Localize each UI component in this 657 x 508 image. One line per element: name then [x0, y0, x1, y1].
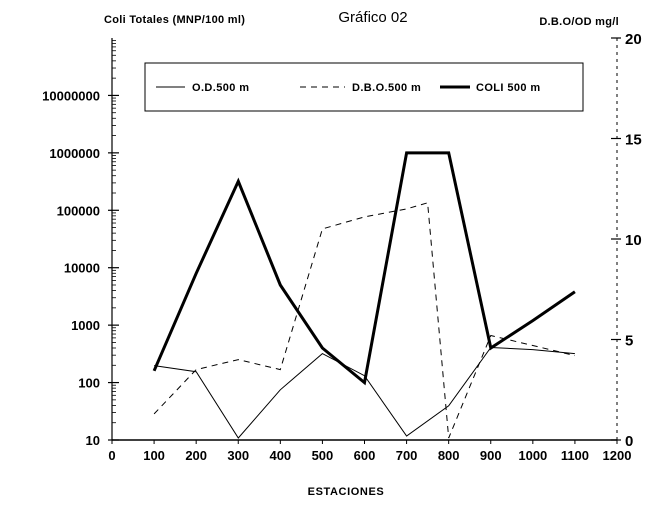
left-tick-label: 10000000	[42, 88, 100, 103]
series-line-od	[154, 348, 575, 439]
right-tick-label: 0	[625, 433, 633, 450]
legend: O.D.500 m D.B.O.500 m COLI 500 m	[145, 63, 583, 111]
x-tick-label: 1200	[603, 448, 632, 463]
right-tick-label: 15	[625, 132, 642, 149]
left-axis-title: Coli Totales (MNP/100 ml)	[104, 14, 245, 26]
x-tick-label: 500	[312, 448, 334, 463]
x-tick-label: 200	[185, 448, 207, 463]
series-layer	[154, 153, 575, 438]
legend-label-coli: COLI 500 m	[476, 82, 541, 94]
left-tick-label: 10000	[64, 261, 100, 276]
series-line-dbo	[154, 203, 575, 438]
x-tick-label: 100	[143, 448, 165, 463]
right-tick-label: 10	[625, 232, 642, 249]
x-tick-label: 0	[108, 448, 115, 463]
x-tick-label: 300	[227, 448, 249, 463]
right-tick-label: 5	[625, 333, 633, 350]
right-tick-label: 20	[625, 31, 642, 48]
legend-label-dbo: D.B.O.500 m	[352, 82, 421, 94]
x-tick-label: 1000	[518, 448, 547, 463]
chart-title: Gráfico 02	[338, 9, 407, 26]
x-tick-label: 700	[396, 448, 418, 463]
x-tick-label: 900	[480, 448, 502, 463]
left-tick-label: 1000	[71, 318, 100, 333]
x-axis-title: ESTACIONES	[308, 486, 385, 498]
left-tick-label: 10	[86, 433, 100, 448]
x-tick-label: 1100	[561, 448, 589, 463]
x-tick-label: 600	[354, 448, 376, 463]
right-axis-title: D.B.O/OD mg/l	[539, 16, 619, 28]
x-tick-label: 800	[438, 448, 460, 463]
left-tick-label: 100	[78, 376, 100, 391]
left-tick-label: 100000	[57, 203, 100, 218]
x-tick-label: 400	[269, 448, 291, 463]
left-tick-label: 1000000	[49, 146, 100, 161]
legend-label-od: O.D.500 m	[192, 82, 249, 94]
